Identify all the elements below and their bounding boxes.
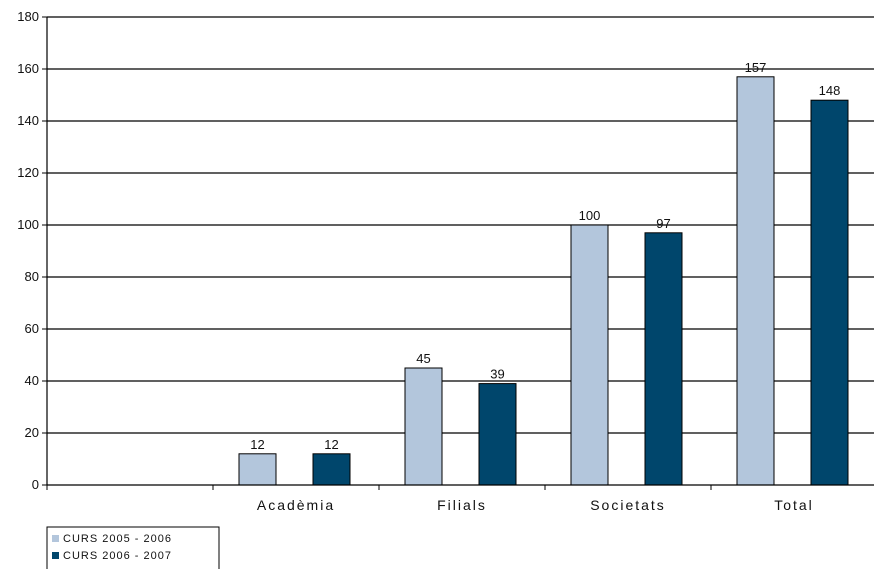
x-tick-label: Filials	[437, 497, 487, 513]
data-label: 12	[250, 437, 264, 452]
bar-2-Total	[810, 99, 849, 486]
bar-2-Filials	[478, 383, 517, 486]
data-label: 97	[656, 216, 670, 231]
legend-box	[46, 526, 220, 569]
y-tick-label: 160	[17, 61, 39, 76]
x-tick-label: Total	[774, 497, 814, 513]
data-label: 45	[416, 351, 430, 366]
legend: CURS 2005 - 2006 CURS 2006 - 2007	[46, 526, 220, 569]
bar-2-Societats	[644, 232, 683, 486]
data-label: 100	[579, 208, 601, 223]
x-tick-label: Societats	[590, 497, 666, 513]
bar-1-Acadèmia	[238, 453, 277, 486]
y-tick-label: 180	[17, 9, 39, 24]
y-tick-label: 20	[25, 425, 39, 440]
legend-label: CURS 2006 - 2007	[63, 550, 172, 562]
legend-swatch-2	[52, 552, 59, 559]
y-tick-label: 80	[25, 269, 39, 284]
y-tick-label: 100	[17, 217, 39, 232]
bar-1-Societats	[570, 224, 609, 486]
legend-label: CURS 2005 - 2006	[63, 533, 172, 545]
y-tick-label: 60	[25, 321, 39, 336]
y-tick-label: 40	[25, 373, 39, 388]
data-label: 39	[490, 367, 504, 382]
data-label: 12	[324, 437, 338, 452]
bar-1-Filials	[404, 367, 443, 486]
x-tick-label: Acadèmia	[257, 497, 335, 513]
legend-swatch-1	[52, 535, 59, 542]
y-tick-label: 0	[32, 477, 39, 492]
axes: 0 20 40 60 80 100 120 140 160 180 Acadèmia Filials S…	[17, 9, 874, 513]
bars	[238, 76, 849, 486]
data-label: 148	[819, 83, 841, 98]
data-labels: 12 45 100 157 12 39 97 148	[250, 60, 840, 452]
y-tick-label: 140	[17, 113, 39, 128]
data-label: 157	[745, 60, 767, 75]
y-tick-label: 120	[17, 165, 39, 180]
bar-1-Total	[736, 76, 775, 486]
gridlines	[47, 16, 874, 434]
plot-area	[47, 17, 874, 485]
bar-2-Acadèmia	[312, 453, 351, 486]
